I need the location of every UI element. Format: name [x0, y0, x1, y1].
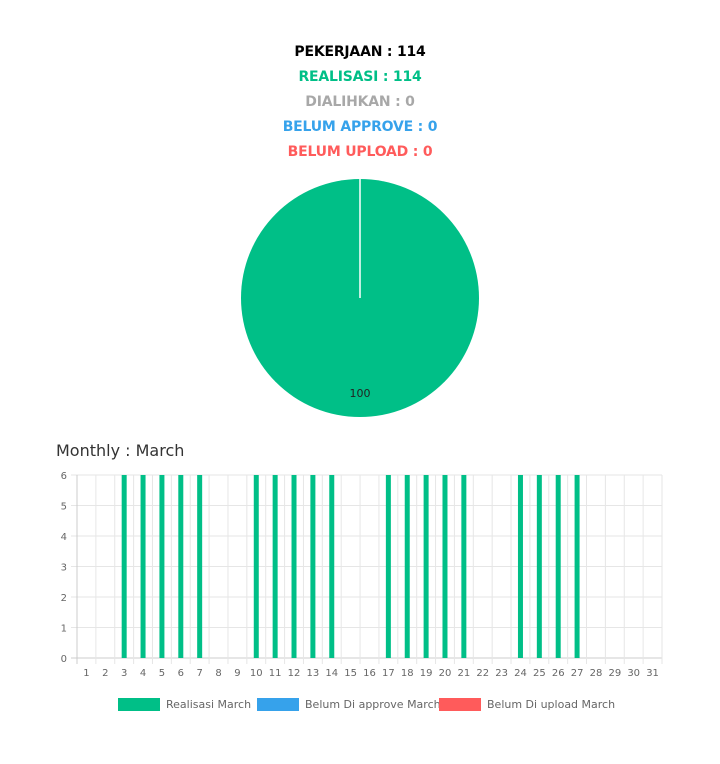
belum-upload-total: BELUM UPLOAD : 0	[287, 144, 433, 160]
x-tick-label: 15	[344, 668, 357, 679]
legend-item[interactable]: Realisasi March	[118, 694, 251, 714]
bar[interactable]	[253, 475, 259, 658]
dialihkan-total: DIALIHKAN : 0	[305, 94, 415, 110]
x-tick-label: 9	[234, 668, 240, 679]
x-tick-label: 2	[102, 668, 108, 679]
x-tick-label: 24	[514, 668, 527, 679]
y-tick-label: 2	[61, 593, 67, 604]
bar[interactable]	[140, 475, 146, 658]
x-tick-label: 19	[420, 668, 433, 679]
x-tick-label: 30	[627, 668, 640, 679]
x-tick-label: 27	[571, 668, 584, 679]
bar[interactable]	[461, 475, 467, 658]
bar[interactable]	[310, 475, 316, 658]
x-tick-label: 11	[269, 668, 282, 679]
bar[interactable]	[178, 475, 184, 658]
bar[interactable]	[517, 475, 523, 658]
legend-item[interactable]: Belum Di upload March	[439, 694, 615, 714]
legend-label: Belum Di upload March	[487, 697, 616, 711]
legend-item[interactable]: Belum Di approve March	[257, 694, 441, 714]
x-tick-label: 22	[476, 668, 489, 679]
x-tick-label: 28	[590, 668, 603, 679]
bar[interactable]	[159, 475, 165, 658]
x-tick-label: 1	[83, 668, 89, 679]
x-tick-label: 21	[457, 668, 470, 679]
y-tick-label: 5	[61, 502, 67, 513]
legend-swatch	[118, 697, 160, 711]
x-tick-label: 4	[140, 668, 146, 679]
x-tick-label: 18	[401, 668, 414, 679]
bar[interactable]	[574, 475, 580, 658]
bar[interactable]	[385, 475, 391, 658]
bar[interactable]	[291, 475, 297, 658]
y-tick-label: 1	[61, 624, 67, 635]
x-tick-label: 5	[159, 668, 165, 679]
x-tick-label: 26	[552, 668, 565, 679]
bar[interactable]	[442, 475, 448, 658]
x-tick-label: 25	[533, 668, 546, 679]
x-tick-label: 10	[250, 668, 263, 679]
bar[interactable]	[423, 475, 429, 658]
belum-approve-total: BELUM APPROVE : 0	[282, 119, 438, 135]
pekerjaan-total: PEKERJAAN : 114	[294, 44, 426, 60]
x-tick-label: 31	[646, 668, 659, 679]
bar[interactable]	[272, 475, 278, 658]
realisasi-total: REALISASI : 114	[298, 69, 422, 85]
x-tick-label: 13	[307, 668, 320, 679]
x-tick-label: 20	[439, 668, 452, 679]
x-tick-label: 8	[215, 668, 221, 679]
pie-chart[interactable]: 100	[230, 170, 490, 430]
bar[interactable]	[121, 475, 127, 658]
bar[interactable]	[536, 475, 542, 658]
monthly-title: Monthly : March	[56, 441, 185, 460]
stats-summary: PEKERJAAN : 114 REALISASI : 114 DIALIHKA…	[0, 40, 720, 165]
chart-legend: Realisasi March Belum Di approve March Bel…	[0, 694, 720, 714]
x-tick-label: 16	[363, 668, 376, 679]
y-tick-label: 6	[61, 471, 67, 482]
x-tick-label: 12	[288, 668, 301, 679]
x-tick-label: 6	[178, 668, 184, 679]
x-tick-label: 29	[608, 668, 621, 679]
bar[interactable]	[555, 475, 561, 658]
legend-label: Realisasi March	[166, 697, 252, 711]
x-tick-label: 23	[495, 668, 508, 679]
legend-swatch	[257, 697, 299, 711]
y-tick-label: 0	[61, 654, 67, 665]
x-tick-label: 7	[196, 668, 202, 679]
legend-label: Belum Di approve March	[305, 697, 441, 711]
bar[interactable]	[404, 475, 410, 658]
x-tick-label: 3	[121, 668, 127, 679]
x-tick-label: 17	[382, 668, 395, 679]
x-tick-label: 14	[325, 668, 338, 679]
y-tick-label: 4	[61, 532, 67, 543]
pie-data-label: 100	[350, 387, 371, 400]
legend-swatch	[439, 697, 481, 711]
y-tick-label: 3	[61, 563, 67, 574]
bar[interactable]	[197, 475, 203, 658]
bar[interactable]	[329, 475, 335, 658]
